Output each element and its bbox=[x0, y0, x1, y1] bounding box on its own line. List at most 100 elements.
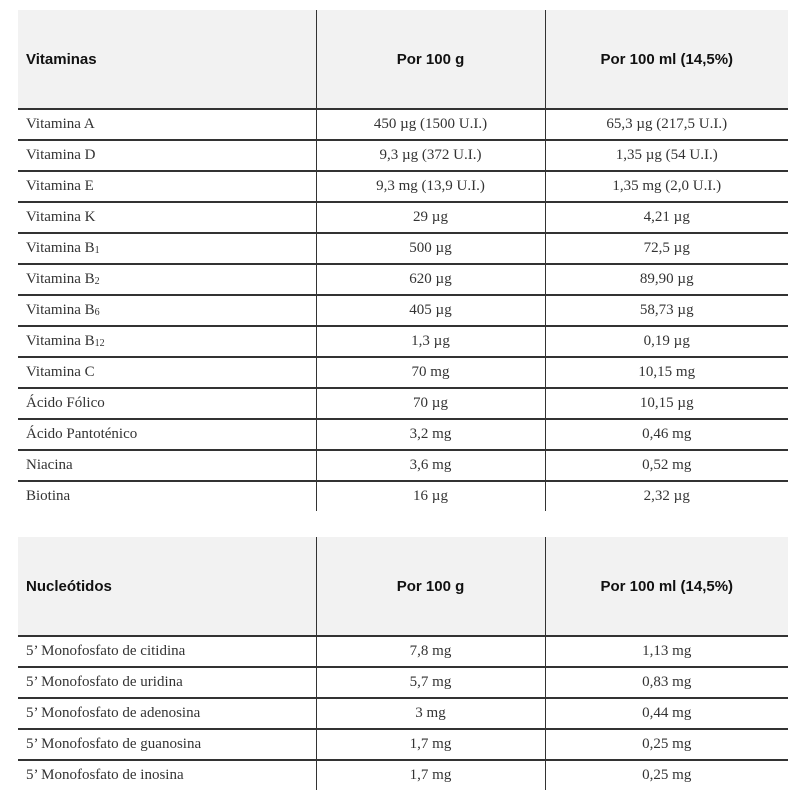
value-per-100ml: 1,35 mg (2,0 U.I.) bbox=[544, 171, 788, 203]
value-per-100ml: 1,35 µg (54 U.I.) bbox=[544, 140, 788, 172]
nutrient-name: 5’ Monofosfato de uridina bbox=[18, 667, 316, 699]
nutrient-label: 5’ Monofosfato de citidina bbox=[26, 643, 186, 659]
nutrient-name: 5’ Monofosfato de adenosina bbox=[18, 698, 316, 730]
header-per-100ml: Por 100 ml (14,5%) bbox=[544, 10, 788, 110]
nutrient-name: Vitamina B1 bbox=[18, 233, 316, 265]
nutrient-name: Vitamina K bbox=[18, 202, 316, 234]
header-per-100ml: Por 100 ml (14,5%) bbox=[544, 537, 788, 637]
nutrient-name: Biotina bbox=[18, 481, 316, 511]
nutrient-subscript: 1 bbox=[94, 245, 100, 256]
table-row: 5’ Monofosfato de inosina 1,7 mg 0,25 mg bbox=[18, 760, 788, 790]
value-per-100ml: 65,3 µg (217,5 U.I.) bbox=[544, 109, 788, 141]
value-per-100g: 1,3 µg bbox=[315, 326, 545, 358]
value-per-100ml: 58,73 µg bbox=[544, 295, 788, 327]
table-row: Vitamina K 29 µg 4,21 µg bbox=[18, 202, 788, 234]
value-per-100ml: 89,90 µg bbox=[544, 264, 788, 296]
value-per-100g: 405 µg bbox=[315, 295, 545, 327]
table-row: Biotina 16 µg 2,32 µg bbox=[18, 481, 788, 511]
nutrient-name: Vitamina B6 bbox=[18, 295, 316, 327]
nutrient-label: Vitamina C bbox=[26, 364, 95, 380]
table-row: Vitamina B6 405 µg 58,73 µg bbox=[18, 295, 788, 327]
nutrient-label: Vitamina K bbox=[26, 209, 96, 225]
value-per-100g: 3,2 mg bbox=[315, 419, 545, 451]
nutrient-name: Vitamina E bbox=[18, 171, 316, 203]
header-per-100g: Por 100 g bbox=[315, 537, 545, 637]
value-per-100g: 450 µg (1500 U.I.) bbox=[315, 109, 545, 141]
nutrient-name: Vitamina B12 bbox=[18, 326, 316, 358]
value-per-100g: 70 mg bbox=[315, 357, 545, 389]
table-row: Ácido Fólico 70 µg 10,15 µg bbox=[18, 388, 788, 420]
nutrient-label: Niacina bbox=[26, 457, 73, 473]
nutrient-label: 5’ Monofosfato de adenosina bbox=[26, 705, 201, 721]
value-per-100ml: 0,52 mg bbox=[544, 450, 788, 482]
table-row: Vitamina C 70 mg 10,15 mg bbox=[18, 357, 788, 389]
nutrient-label: Vitamina E bbox=[26, 178, 94, 194]
value-per-100ml: 0,19 µg bbox=[544, 326, 788, 358]
nutrient-subscript: 2 bbox=[94, 276, 100, 287]
value-per-100g: 1,7 mg bbox=[315, 760, 545, 790]
value-per-100g: 9,3 µg (372 U.I.) bbox=[315, 140, 545, 172]
table-row: 5’ Monofosfato de uridina 5,7 mg 0,83 mg bbox=[18, 667, 788, 699]
value-per-100ml: 2,32 µg bbox=[544, 481, 788, 511]
header-row: Nucleótidos Por 100 g Por 100 ml (14,5%) bbox=[18, 537, 788, 637]
nutrient-label: Vitamina B bbox=[26, 271, 95, 287]
value-per-100ml: 1,13 mg bbox=[544, 636, 788, 668]
vitamins-table: Vitaminas Por 100 g Por 100 ml (14,5%) V… bbox=[18, 10, 788, 511]
value-per-100ml: 4,21 µg bbox=[544, 202, 788, 234]
nutrient-name: Ácido Pantoténico bbox=[18, 419, 316, 451]
table-row: Vitamina A 450 µg (1500 U.I.) 65,3 µg (2… bbox=[18, 109, 788, 141]
value-per-100ml: 0,44 mg bbox=[544, 698, 788, 730]
value-per-100g: 70 µg bbox=[315, 388, 545, 420]
value-per-100g: 29 µg bbox=[315, 202, 545, 234]
table-row: Vitamina B2 620 µg 89,90 µg bbox=[18, 264, 788, 296]
table-row: Vitamina E 9,3 mg (13,9 U.I.) 1,35 mg (2… bbox=[18, 171, 788, 203]
table-row: Vitamina B1 500 µg 72,5 µg bbox=[18, 233, 788, 265]
nutrient-name: 5’ Monofosfato de inosina bbox=[18, 760, 316, 790]
header-row: Vitaminas Por 100 g Por 100 ml (14,5%) bbox=[18, 10, 788, 110]
nutrient-name: 5’ Monofosfato de citidina bbox=[18, 636, 316, 668]
nucleotides-table: Nucleótidos Por 100 g Por 100 ml (14,5%)… bbox=[18, 537, 788, 790]
value-per-100ml: 0,83 mg bbox=[544, 667, 788, 699]
table-row: 5’ Monofosfato de guanosina 1,7 mg 0,25 … bbox=[18, 729, 788, 761]
nutrient-subscript: 6 bbox=[94, 307, 100, 318]
nutrient-name: Niacina bbox=[18, 450, 316, 482]
table-row: Ácido Pantoténico 3,2 mg 0,46 mg bbox=[18, 419, 788, 451]
nutrient-label: Vitamina B bbox=[26, 333, 95, 349]
table-row: 5’ Monofosfato de adenosina 3 mg 0,44 mg bbox=[18, 698, 788, 730]
table-row: Niacina 3,6 mg 0,52 mg bbox=[18, 450, 788, 482]
value-per-100ml: 0,25 mg bbox=[544, 729, 788, 761]
nutrient-label: 5’ Monofosfato de guanosina bbox=[26, 736, 202, 752]
value-per-100g: 16 µg bbox=[315, 481, 545, 511]
nutrient-label: 5’ Monofosfato de uridina bbox=[26, 674, 183, 690]
nutrient-name: 5’ Monofosfato de guanosina bbox=[18, 729, 316, 761]
value-per-100ml: 0,25 mg bbox=[544, 760, 788, 790]
nutrient-label: Vitamina B bbox=[26, 302, 95, 318]
nutrient-label: Biotina bbox=[26, 488, 71, 504]
header-per-100g: Por 100 g bbox=[315, 10, 545, 110]
nutrient-name: Vitamina A bbox=[18, 109, 316, 141]
value-per-100g: 7,8 mg bbox=[315, 636, 545, 668]
value-per-100ml: 10,15 µg bbox=[544, 388, 788, 420]
header-nutrient: Vitaminas bbox=[18, 10, 316, 110]
nutrient-label: Vitamina B bbox=[26, 240, 95, 256]
table-row: Vitamina D 9,3 µg (372 U.I.) 1,35 µg (54… bbox=[18, 140, 788, 172]
nutrient-name: Vitamina C bbox=[18, 357, 316, 389]
value-per-100g: 3 mg bbox=[315, 698, 545, 730]
value-per-100g: 620 µg bbox=[315, 264, 545, 296]
table-row: 5’ Monofosfato de citidina 7,8 mg 1,13 m… bbox=[18, 636, 788, 668]
value-per-100ml: 72,5 µg bbox=[544, 233, 788, 265]
value-per-100g: 9,3 mg (13,9 U.I.) bbox=[315, 171, 545, 203]
header-nutrient: Nucleótidos bbox=[18, 537, 316, 637]
nutrient-name: Vitamina B2 bbox=[18, 264, 316, 296]
value-per-100ml: 0,46 mg bbox=[544, 419, 788, 451]
nutrient-label: Vitamina A bbox=[26, 116, 95, 132]
nutrient-label: Ácido Pantoténico bbox=[26, 426, 138, 442]
value-per-100g: 1,7 mg bbox=[315, 729, 545, 761]
value-per-100g: 500 µg bbox=[315, 233, 545, 265]
nutrient-name: Vitamina D bbox=[18, 140, 316, 172]
nutrient-label: Ácido Fólico bbox=[26, 395, 105, 411]
nutrient-label: Vitamina D bbox=[26, 147, 96, 163]
nutrient-label: 5’ Monofosfato de inosina bbox=[26, 767, 184, 783]
value-per-100g: 5,7 mg bbox=[315, 667, 545, 699]
nutrient-name: Ácido Fólico bbox=[18, 388, 316, 420]
